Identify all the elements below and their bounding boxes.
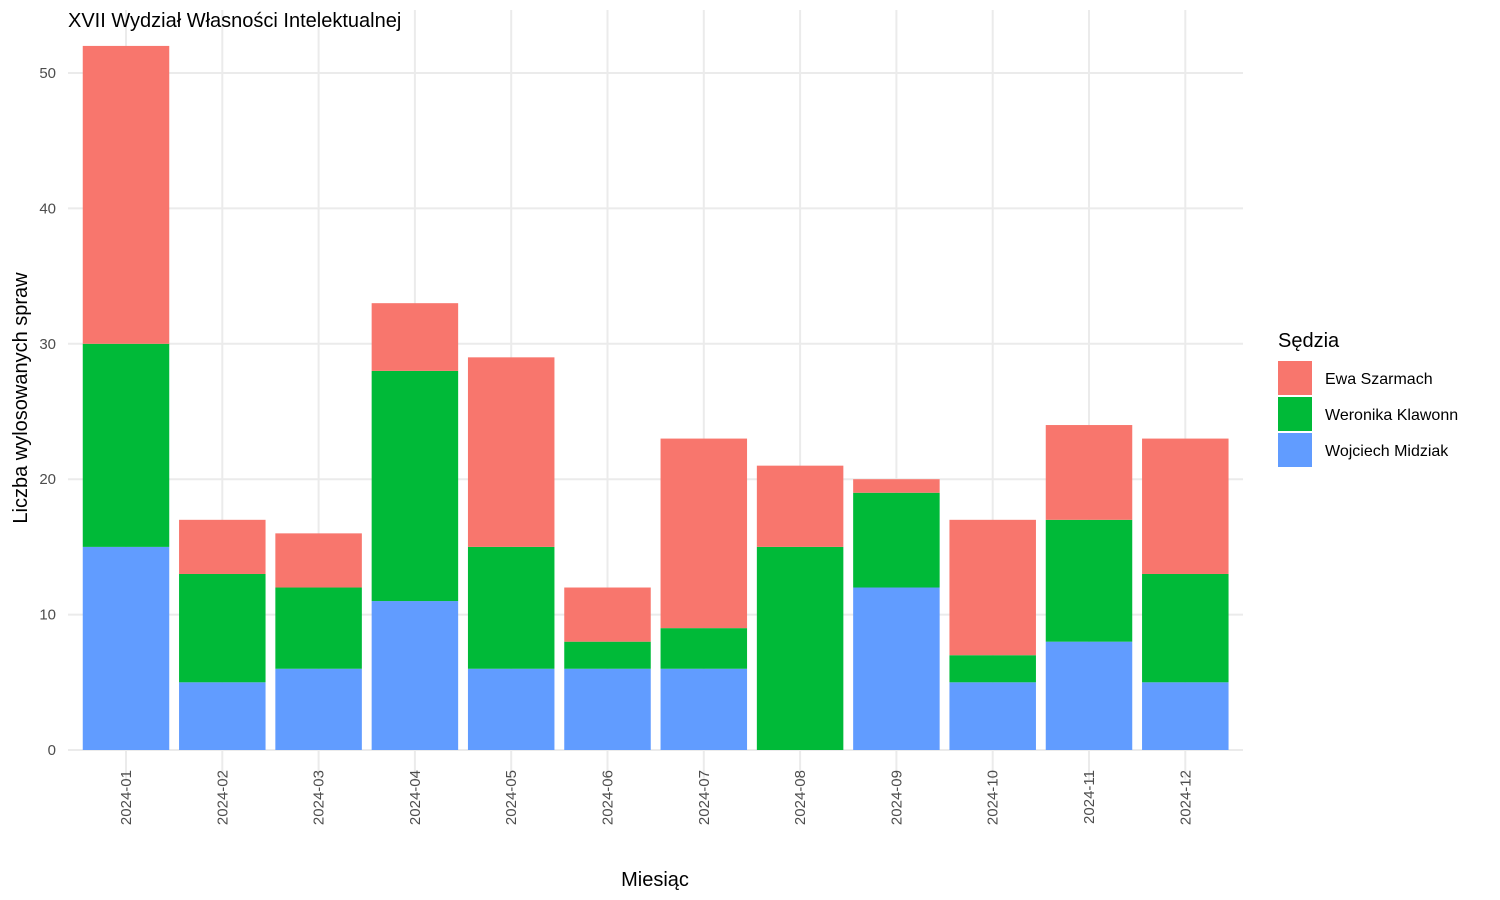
x-tick-label: 2024-07 — [696, 770, 713, 825]
bar-segment — [1142, 438, 1229, 574]
bar-segment — [756, 546, 844, 750]
x-tick-label: 2024-03 — [311, 770, 328, 825]
x-tick-label: 2024-12 — [1177, 770, 1194, 825]
bar-segment — [179, 519, 266, 574]
bar-segment — [1045, 519, 1133, 642]
bar-segment — [1142, 682, 1229, 750]
bar-segment — [275, 533, 362, 588]
bar-segment — [853, 492, 940, 588]
bar-segment — [853, 587, 940, 750]
bar-segment — [275, 668, 362, 750]
x-tick-label: 2024-08 — [792, 770, 809, 825]
x-tick-label: 2024-05 — [503, 770, 520, 825]
x-axis-title: Miesiąc — [621, 869, 689, 891]
legend: Sędzia Ewa Szarmach Weronika Klawonn Wojci… — [1278, 330, 1458, 467]
bar-segment — [949, 519, 1036, 656]
bar-segment — [949, 655, 1036, 683]
bar-segment — [564, 641, 651, 669]
bar-segment — [1142, 573, 1229, 683]
bar-segment — [467, 546, 555, 669]
y-tick-label: 40 — [39, 200, 56, 217]
bar-segment — [1045, 641, 1133, 750]
bar-segment — [564, 587, 651, 642]
y-tick-label: 10 — [39, 607, 56, 624]
bar-segment — [371, 303, 459, 371]
x-tick-label: 2024-09 — [888, 770, 905, 825]
y-tick-label: 30 — [39, 336, 56, 353]
bar-segment — [756, 465, 844, 547]
legend-label: Wojciech Midziak — [1325, 443, 1449, 460]
bar-segment — [853, 479, 940, 493]
bar-segment — [179, 573, 266, 683]
x-tick-label: 2024-04 — [407, 770, 424, 825]
bars — [82, 45, 1229, 750]
chart-title: XVII Wydział Własności Intelektualnej — [68, 10, 401, 32]
legend-key — [1278, 397, 1312, 431]
bar-segment — [1045, 425, 1133, 520]
bar-segment — [371, 370, 459, 602]
bar-segment — [660, 628, 748, 669]
bar-segment — [660, 668, 748, 750]
legend-label: Weronika Klawonn — [1325, 407, 1458, 424]
bar-segment — [949, 682, 1036, 750]
x-axis-ticks: 2024-01 2024-02 2024-03 2024-04 2024-05 2024-… — [118, 770, 1194, 825]
y-axis-ticks: 0 10 20 30 40 50 — [39, 65, 56, 759]
legend-key — [1278, 433, 1312, 467]
x-tick-label: 2024-06 — [600, 770, 617, 825]
x-tick-label: 2024-11 — [1081, 770, 1098, 824]
x-tick-label: 2024-01 — [118, 770, 135, 825]
bar-segment — [467, 668, 555, 750]
bar-segment — [467, 357, 555, 547]
bar-segment — [371, 601, 459, 750]
x-tick-label: 2024-10 — [985, 770, 1002, 825]
legend-label: Ewa Szarmach — [1325, 371, 1433, 388]
legend-key — [1278, 361, 1312, 395]
x-tick-label: 2024-02 — [214, 770, 231, 825]
y-tick-label: 50 — [39, 65, 56, 82]
bar-segment — [564, 668, 651, 750]
bar-segment — [82, 546, 170, 750]
bar-segment — [660, 438, 748, 629]
legend-title: Sędzia — [1278, 330, 1340, 352]
y-tick-label: 20 — [39, 471, 56, 488]
bar-segment — [82, 45, 170, 344]
bar-segment — [275, 587, 362, 669]
bar-segment — [179, 682, 266, 750]
y-tick-label: 0 — [48, 742, 56, 759]
bar-segment — [82, 343, 170, 547]
y-axis-title: Liczba wylosowanych spraw — [10, 272, 32, 524]
